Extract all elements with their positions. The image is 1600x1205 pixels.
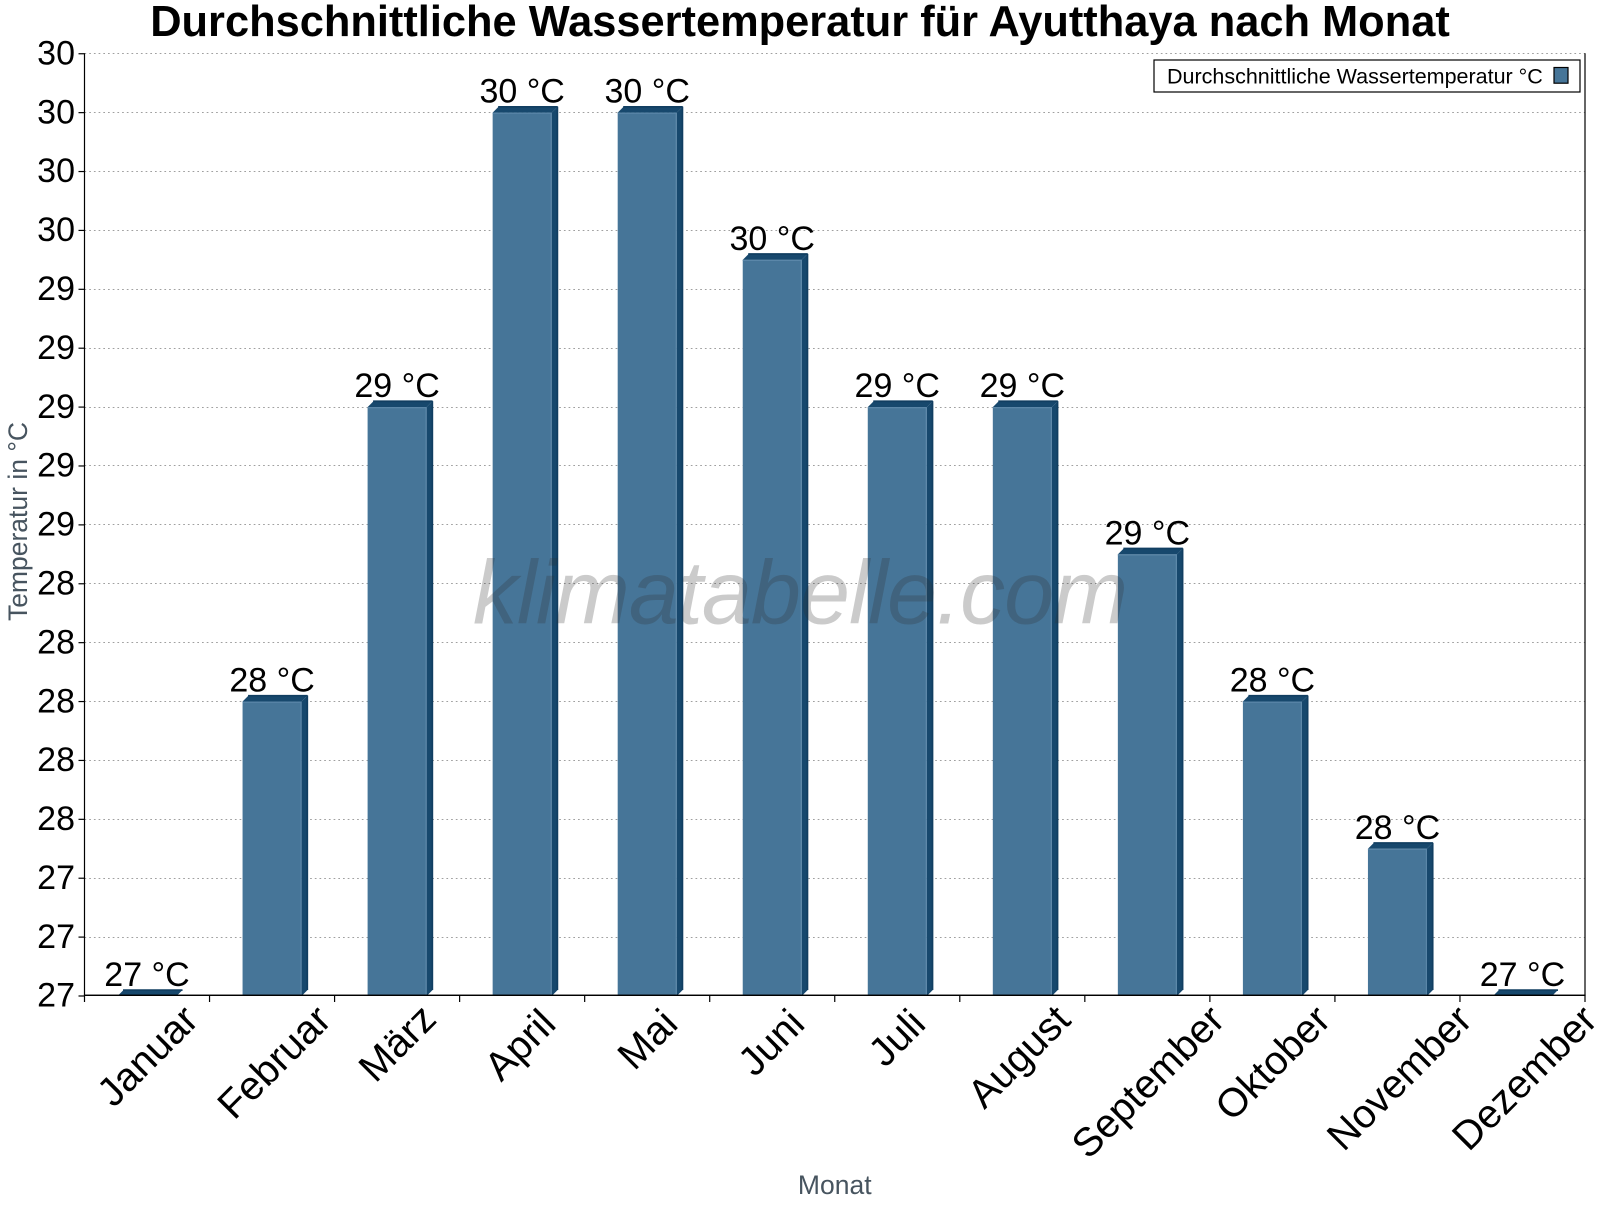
svg-text:27: 27 — [37, 918, 75, 956]
svg-text:28: 28 — [37, 682, 75, 720]
svg-text:28: 28 — [37, 623, 75, 661]
svg-text:30: 30 — [37, 152, 75, 190]
svg-text:29 °C: 29 °C — [980, 367, 1065, 405]
svg-text:28 °C: 28 °C — [1355, 809, 1440, 847]
svg-text:28: 28 — [37, 741, 75, 779]
svg-text:29: 29 — [37, 506, 75, 544]
svg-text:30 °C: 30 °C — [604, 73, 689, 111]
svg-text:30: 30 — [37, 93, 75, 131]
svg-text:27 °C: 27 °C — [104, 956, 189, 994]
svg-text:Temperatur in °C: Temperatur in °C — [3, 422, 33, 621]
svg-text:28: 28 — [37, 800, 75, 838]
svg-text:28: 28 — [37, 564, 75, 602]
svg-text:30: 30 — [37, 211, 75, 249]
svg-text:30 °C: 30 °C — [730, 220, 815, 258]
svg-text:Durchschnittliche Wassertemper: Durchschnittliche Wassertemperatur für A… — [150, 0, 1450, 46]
svg-text:29 °C: 29 °C — [1105, 514, 1190, 552]
svg-text:29 °C: 29 °C — [855, 367, 940, 405]
svg-text:28 °C: 28 °C — [1230, 662, 1315, 700]
svg-text:30: 30 — [37, 34, 75, 72]
svg-text:28 °C: 28 °C — [229, 662, 314, 700]
svg-text:klimatabelle.com: klimatabelle.com — [473, 544, 1127, 644]
svg-text:29: 29 — [37, 270, 75, 308]
svg-text:27 °C: 27 °C — [1480, 956, 1565, 994]
svg-text:29: 29 — [37, 329, 75, 367]
svg-text:27: 27 — [37, 859, 75, 897]
svg-text:29: 29 — [37, 388, 75, 426]
svg-text:29 °C: 29 °C — [354, 367, 439, 405]
svg-text:27: 27 — [37, 977, 75, 1015]
svg-text:29: 29 — [37, 447, 75, 485]
svg-text:Monat: Monat — [798, 1170, 872, 1200]
svg-text:Durchschnittliche Wassertemper: Durchschnittliche Wassertemperatur °C — [1167, 65, 1543, 89]
svg-text:30 °C: 30 °C — [479, 73, 564, 111]
